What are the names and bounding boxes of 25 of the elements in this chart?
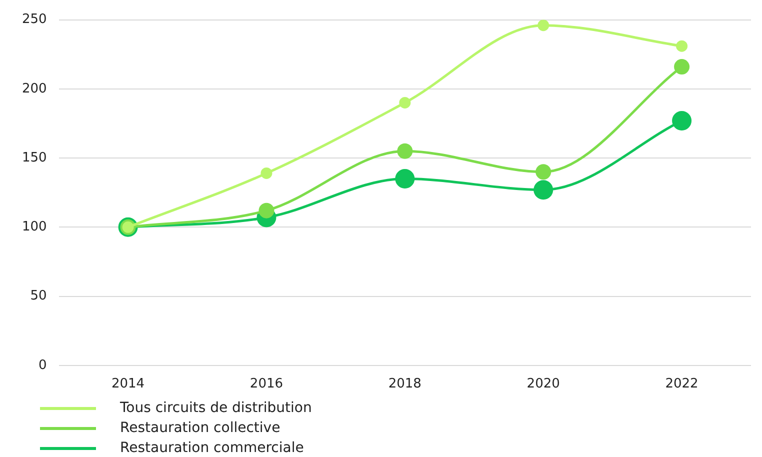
legend-label: Restauration commerciale: [120, 440, 304, 456]
y-tick-label: 50: [30, 288, 47, 304]
x-tick-label: 2018: [388, 376, 422, 392]
y-tick-label: 150: [22, 150, 47, 166]
point: [534, 180, 554, 200]
legend-label: Tous circuits de distribution: [120, 400, 312, 416]
x-tick-label: 2020: [526, 376, 560, 392]
point: [674, 59, 690, 75]
point: [260, 167, 272, 179]
x-tick-label: 2016: [250, 376, 284, 392]
y-tick-label: 0: [38, 358, 47, 373]
x-tick-label: 2022: [665, 376, 698, 392]
y-tick-label: 200: [22, 81, 47, 96]
point: [672, 110, 692, 130]
point: [397, 143, 413, 159]
y-tick-label: 100: [22, 220, 47, 235]
point: [536, 164, 552, 180]
point: [538, 20, 550, 32]
point: [399, 96, 411, 108]
y-tick-label: 250: [22, 12, 47, 28]
point: [395, 169, 415, 189]
legend-label: Restauration collective: [120, 420, 280, 436]
point: [258, 202, 274, 218]
point: [676, 40, 688, 52]
x-tick-label: 2014: [111, 376, 145, 392]
